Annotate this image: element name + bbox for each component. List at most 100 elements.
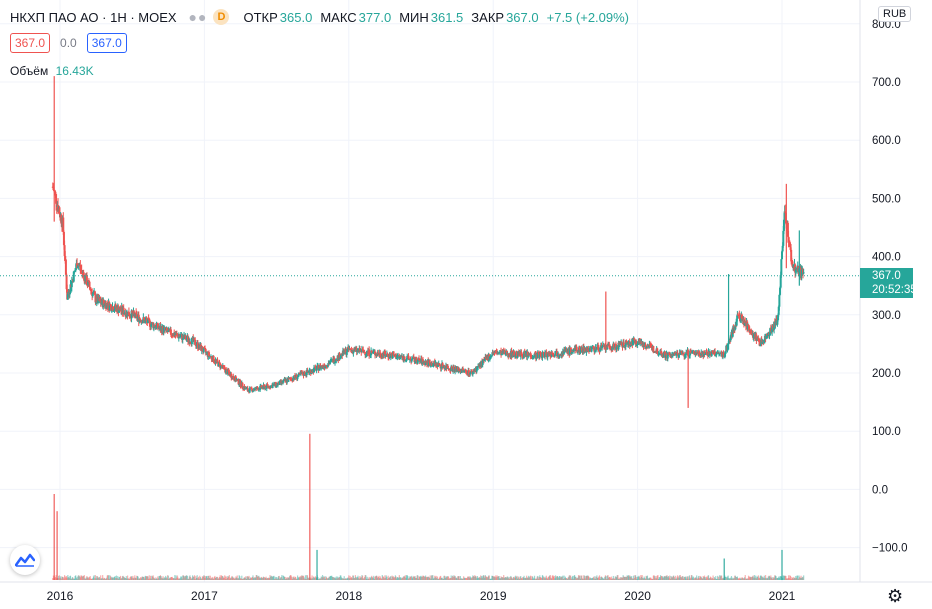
volume-bar bbox=[746, 578, 748, 580]
volume-bar bbox=[89, 576, 91, 580]
volume-bar bbox=[419, 576, 421, 580]
volume-bar bbox=[645, 575, 647, 580]
volume-bar bbox=[527, 577, 529, 580]
candle-body bbox=[541, 352, 544, 359]
sell-price-box[interactable]: 367.0 bbox=[10, 33, 51, 53]
more-icon[interactable]: ●● bbox=[188, 9, 208, 25]
candle-body bbox=[194, 339, 197, 345]
candle-body bbox=[432, 364, 435, 366]
candle-body bbox=[788, 242, 791, 245]
candle-body bbox=[289, 377, 292, 379]
candle-body bbox=[93, 292, 96, 295]
candle-body bbox=[597, 344, 600, 350]
time-tick-label: 2021 bbox=[769, 589, 796, 603]
volume-bar bbox=[79, 576, 81, 580]
volume-bar bbox=[562, 578, 565, 580]
data-delayed-badge[interactable]: D bbox=[213, 9, 230, 25]
volume-bar bbox=[356, 577, 358, 580]
volume-bar bbox=[140, 577, 142, 580]
time-tick-label: 2017 bbox=[191, 589, 218, 603]
candle-body bbox=[164, 327, 167, 331]
volume-bar bbox=[559, 576, 561, 580]
volume-bar bbox=[555, 577, 557, 580]
volume-bar bbox=[665, 575, 668, 580]
volume-bar bbox=[525, 577, 527, 580]
volume-bar bbox=[701, 578, 704, 580]
volume-bar bbox=[224, 576, 227, 580]
candle-body bbox=[698, 351, 701, 355]
candle-body bbox=[127, 311, 130, 316]
volume-bar bbox=[770, 575, 772, 580]
volume-bar bbox=[793, 577, 796, 580]
volume-bar bbox=[716, 578, 718, 580]
volume-bar bbox=[193, 575, 196, 580]
candle-body bbox=[353, 348, 356, 352]
volume-bar bbox=[125, 578, 127, 580]
volume-bar bbox=[664, 575, 666, 580]
volume-bar bbox=[733, 577, 735, 580]
volume-bar bbox=[465, 577, 467, 580]
candle-body bbox=[72, 271, 75, 282]
candle-body bbox=[433, 361, 436, 364]
candle-body bbox=[488, 356, 491, 360]
volume-bar bbox=[405, 577, 407, 580]
candle-body bbox=[112, 310, 115, 312]
volume-bar bbox=[87, 577, 89, 580]
volume-bar bbox=[165, 577, 167, 580]
volume-bar bbox=[344, 578, 346, 580]
volume-bar bbox=[136, 575, 138, 580]
volume-bar bbox=[176, 577, 178, 580]
volume-bar bbox=[598, 576, 600, 580]
candle-body bbox=[318, 368, 321, 371]
volume-bar bbox=[619, 577, 622, 580]
volume-bar bbox=[656, 578, 658, 580]
volume-bar bbox=[747, 575, 750, 580]
volume-bar bbox=[759, 577, 761, 580]
symbol-title[interactable]: НКХП ПАО АО · 1Н · MOEX bbox=[10, 9, 177, 25]
volume-bar bbox=[113, 576, 116, 580]
candle-body bbox=[164, 329, 167, 331]
volume-bar bbox=[391, 575, 393, 580]
candle-body bbox=[614, 343, 617, 350]
volume-bar bbox=[104, 578, 106, 580]
candle-body bbox=[313, 367, 316, 373]
time-tick-label: 2019 bbox=[480, 589, 507, 603]
candle-body bbox=[106, 303, 109, 306]
candle-body bbox=[334, 360, 337, 363]
currency-button[interactable]: RUB bbox=[878, 6, 912, 22]
volume-bar bbox=[585, 575, 588, 580]
candle-body bbox=[296, 376, 299, 379]
volume-bar bbox=[116, 578, 118, 580]
volume-bar bbox=[387, 575, 389, 580]
volume-bar bbox=[150, 578, 152, 580]
volume-bar bbox=[612, 575, 614, 580]
candle-body bbox=[414, 361, 417, 363]
volume-bar bbox=[572, 578, 574, 580]
volume-bar bbox=[740, 578, 742, 580]
volume-bar bbox=[772, 577, 775, 580]
volume-bar bbox=[617, 578, 620, 580]
volume-bar bbox=[572, 575, 574, 580]
volume-bar bbox=[442, 578, 444, 580]
gear-icon[interactable]: ⚙ bbox=[887, 586, 904, 606]
tradingview-logo-icon[interactable] bbox=[10, 545, 40, 575]
candle-body bbox=[776, 320, 779, 325]
volume-bar bbox=[277, 577, 279, 580]
volume-bar bbox=[602, 578, 605, 580]
candle-body bbox=[617, 342, 620, 350]
volume-bar bbox=[332, 577, 334, 580]
buy-price-box[interactable]: 367.0 bbox=[86, 33, 127, 53]
volume-bar bbox=[381, 578, 383, 580]
candle-body bbox=[110, 310, 113, 312]
volume-bar bbox=[117, 578, 120, 580]
volume-bar bbox=[686, 576, 689, 580]
candle-body bbox=[95, 302, 98, 304]
volume-bar bbox=[147, 576, 149, 580]
volume-bar bbox=[272, 576, 274, 580]
volume-bar bbox=[500, 576, 502, 580]
volume-bar bbox=[196, 575, 198, 580]
volume-bar bbox=[201, 576, 204, 580]
volume-bar bbox=[431, 575, 433, 580]
volume-bar bbox=[652, 575, 654, 580]
